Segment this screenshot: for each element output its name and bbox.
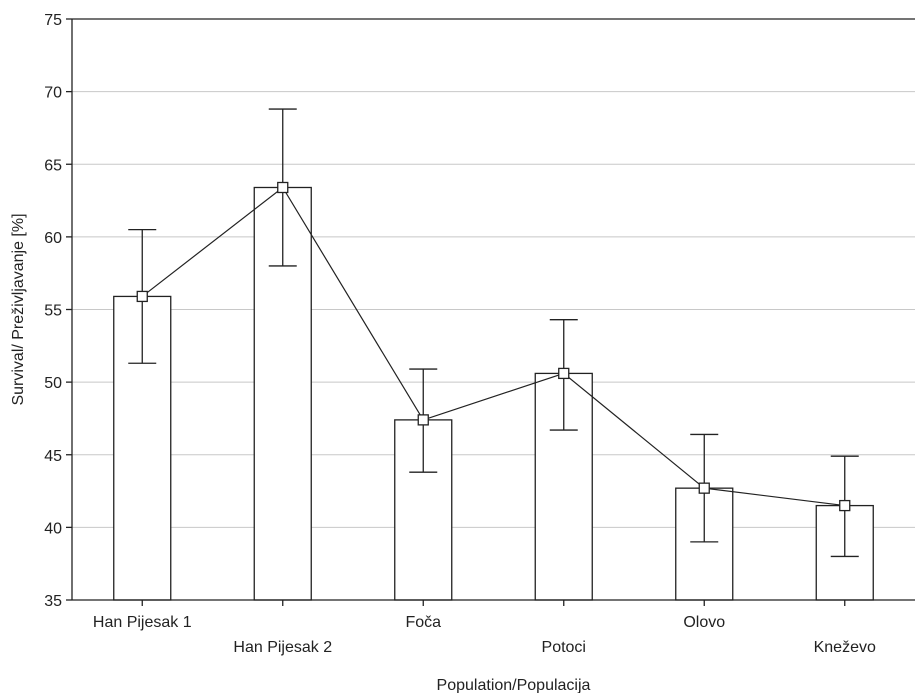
mean-marker: [418, 415, 428, 425]
x-tick-label: Kneževo: [814, 639, 876, 656]
error-bars: [128, 109, 859, 556]
y-tick-label: 40: [44, 520, 62, 537]
bars: [114, 187, 874, 600]
mean-marker: [278, 182, 288, 192]
mean-markers: [137, 182, 850, 510]
mean-line-path: [142, 187, 845, 505]
y-tick-label: 65: [44, 157, 62, 174]
y-tick-label: 70: [44, 85, 62, 102]
y-tick-label: 35: [44, 593, 62, 610]
mean-marker: [137, 291, 147, 301]
y-tick-label: 55: [44, 303, 62, 320]
y-tick-labels: 35 40 45 50 55 60 65 70 75: [44, 12, 62, 610]
x-tick-labels: Han Pijesak 1 Han Pijesak 2 Foča Potoci Olov…: [93, 614, 876, 656]
y-axis-label: Survival/ Preživljavanje [%]: [10, 213, 27, 405]
x-tick-label: Foča: [405, 614, 441, 631]
mean-marker: [840, 501, 850, 511]
x-tick-label: Han Pijesak 1: [93, 614, 192, 631]
y-tick-label: 45: [44, 448, 62, 465]
y-tick-label: 50: [44, 375, 62, 392]
y-tick-label: 60: [44, 230, 62, 247]
x-tick-label: Olovo: [683, 614, 725, 631]
axes: [66, 19, 915, 606]
mean-marker: [699, 483, 709, 493]
mean-line: [142, 187, 845, 505]
x-tick-label: Potoci: [542, 639, 586, 656]
x-tick-label: Han Pijesak 2: [233, 639, 332, 656]
y-tick-label: 75: [44, 12, 62, 29]
grid-lines: [72, 92, 915, 528]
mean-marker: [559, 368, 569, 378]
x-axis-label: Population/Populacija: [437, 677, 591, 693]
